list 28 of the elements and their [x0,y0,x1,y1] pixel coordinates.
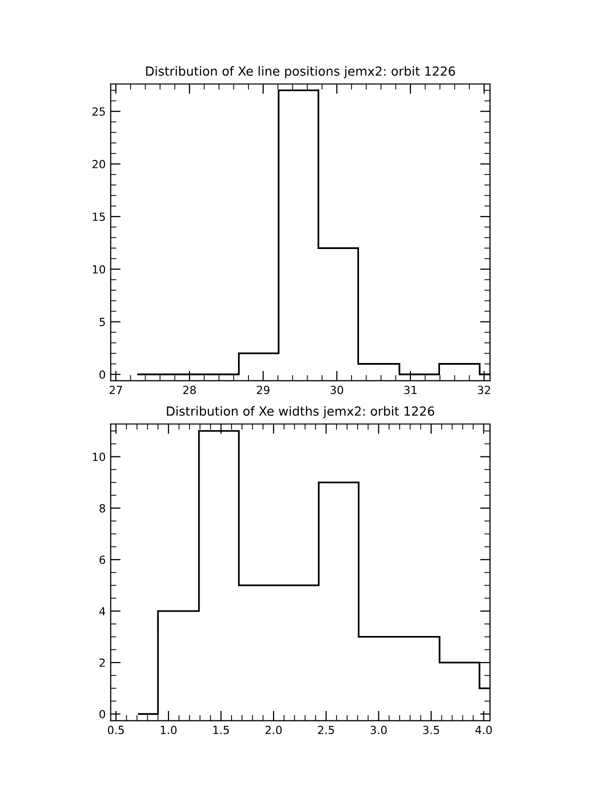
chart-title: Distribution of Xe widths jemx2: orbit 1226 [166,406,434,418]
x-tick-label: 3.5 [423,726,440,734]
x-tick-label: 0.5 [108,726,124,734]
y-tick-label: 2 [100,658,105,667]
x-tick-label: 2.0 [266,726,282,734]
x-tick-label: 1.0 [160,726,177,734]
x-tick-label: 32 [478,386,490,394]
y-tick-label: 6 [100,556,106,564]
x-tick-label: 27 [110,386,122,394]
chart-title: Distribution of Xe line positions jemx2: orbit 1226 [146,66,455,78]
x-tick-label: 29 [256,386,270,394]
x-tick-label: 1.5 [213,726,229,734]
y-tick-label: 25 [92,107,105,116]
y-tick-label: 8 [100,504,106,513]
y-tick-label: 15 [92,212,105,221]
x-tick-label: 3.0 [370,726,387,734]
x-tick-label: 30 [330,386,344,394]
y-tick-label: 5 [100,318,105,326]
y-tick-label: 0 [100,710,106,718]
y-tick-label: 10 [92,265,106,274]
x-tick-label: 31 [404,386,416,394]
x-tick-label: 2.5 [318,726,334,734]
y-tick-label: 10 [92,452,106,462]
x-tick-label: 28 [183,386,196,394]
y-tick-label: 20 [92,160,106,168]
y-tick-label: 4 [99,607,106,616]
y-tick-label: 0 [100,370,106,379]
x-tick-label: 4.0 [475,726,492,734]
